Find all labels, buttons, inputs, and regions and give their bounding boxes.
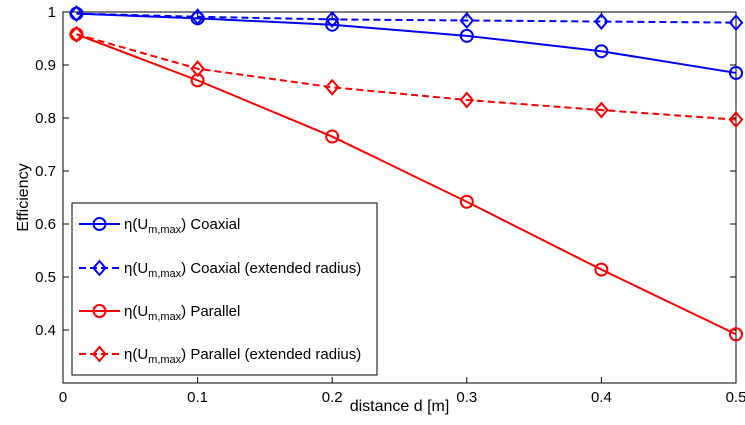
series-layer <box>69 5 744 342</box>
series-line <box>76 12 737 24</box>
data-point <box>459 194 474 209</box>
y-tick-label: 0.8 <box>35 110 56 127</box>
data-point <box>729 327 743 342</box>
data-point <box>594 13 609 31</box>
legend-marker <box>92 304 107 318</box>
data-point <box>324 78 340 96</box>
x-axis-label: distance d [m] <box>350 398 450 415</box>
legend-marker <box>92 259 107 277</box>
series-line <box>76 33 737 121</box>
data-point <box>459 11 475 30</box>
legend: η(Um,max) Coaxial η(Um,max) Coaxial (exte… <box>71 202 378 376</box>
data-point <box>594 262 609 277</box>
y-tick-label: 1 <box>48 4 56 21</box>
legend-label: η(Um,max) Parallel (extended radius) <box>124 346 361 366</box>
data-point <box>190 60 205 78</box>
y-tick-label: 0.4 <box>35 322 56 339</box>
y-axis-label: Efficiency <box>15 163 32 231</box>
data-point <box>69 5 84 23</box>
data-point <box>594 44 609 59</box>
series-2 <box>69 5 744 32</box>
data-point <box>729 65 743 80</box>
y-tick-label: 0.5 <box>35 269 56 286</box>
y-tick-label: 0.9 <box>35 57 56 74</box>
data-point <box>728 14 744 32</box>
data-point <box>459 28 474 43</box>
x-tick-label: 0.5 <box>726 389 745 406</box>
data-point <box>459 91 475 109</box>
data-point <box>594 101 609 119</box>
x-tick-label: 0.2 <box>322 389 343 406</box>
series-line <box>76 12 737 74</box>
x-tick-label: 0.4 <box>591 389 612 406</box>
data-point <box>190 8 205 26</box>
y-tick-label: 0.6 <box>35 216 56 233</box>
legend-marker <box>92 217 107 231</box>
series-line <box>76 33 737 336</box>
x-tick-label: 0 <box>59 389 67 406</box>
x-tick-label: 0.1 <box>187 389 208 406</box>
legend-box <box>71 202 378 376</box>
legend-label: η(Um,max) Coaxial <box>124 216 240 236</box>
data-point <box>325 129 340 144</box>
data-point <box>728 111 744 129</box>
legend-marker <box>92 345 107 363</box>
legend-label: η(Um,max) Parallel <box>124 303 240 323</box>
legend-label: η(Um,max) Coaxial (extended radius) <box>124 260 361 280</box>
series-4 <box>69 25 744 129</box>
x-tick-label: 0.3 <box>456 389 477 406</box>
y-tick-label: 0.7 <box>35 163 56 180</box>
data-point <box>324 10 340 28</box>
data-point <box>69 25 84 43</box>
